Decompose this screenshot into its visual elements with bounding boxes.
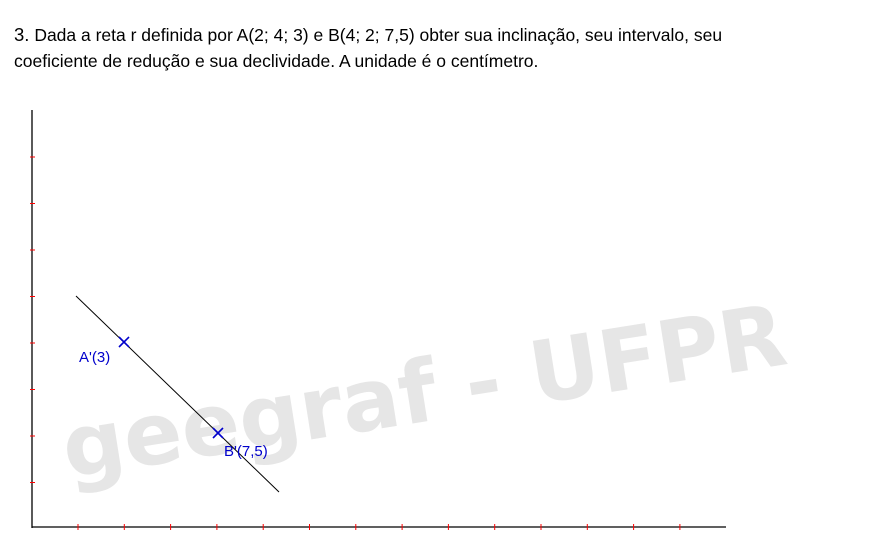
watermark-text: geegraf - UFPR xyxy=(55,286,793,499)
problem-line-1: 3. Dada a reta r definida por A(2; 4; 3)… xyxy=(14,22,794,48)
problem-text-1: Dada a reta r definida por A(2; 4; 3) e … xyxy=(34,25,723,45)
problem-statement: 3. Dada a reta r definida por A(2; 4; 3)… xyxy=(14,22,794,74)
line-r-projection xyxy=(75,295,280,493)
point-b-marker xyxy=(212,427,224,439)
problem-number: 3. xyxy=(14,24,30,45)
problem-line-2: coeficiente de redução e sua declividade… xyxy=(14,51,539,71)
point-a-label: A'(3) xyxy=(79,349,110,366)
point-b-label: B'(7,5) xyxy=(224,443,268,460)
watermark: geegraf - UFPR xyxy=(55,286,793,499)
point-a-marker xyxy=(118,336,130,348)
horizontal-axis-ticks xyxy=(77,524,681,530)
vertical-axis-ticks xyxy=(30,156,35,483)
